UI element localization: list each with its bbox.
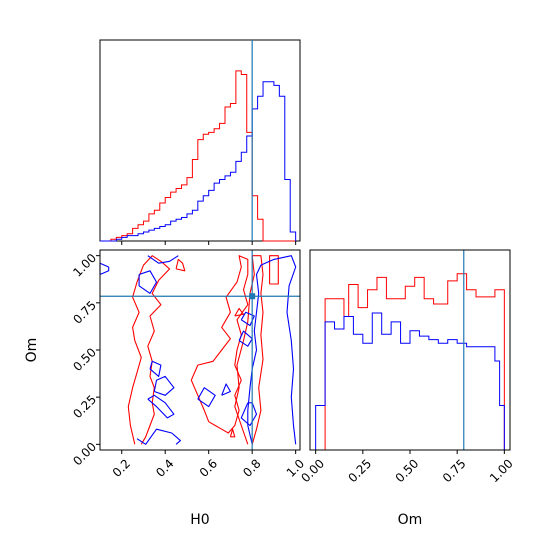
contour-blue [240,402,258,427]
y-tick-label: 0.75 [70,298,99,327]
contour-blue [247,255,297,445]
contour-red [190,255,249,434]
contour-red [229,428,236,438]
om-x-tick-label: 0.25 [345,456,374,485]
joint-x-ticks: 0.2 0.4 0.6 0.8 1.0 [110,450,307,480]
h0-hist-red-series [100,70,296,242]
contour-red [127,255,171,445]
om-xlabel: Om [398,512,423,528]
contour-blue [240,311,255,327]
joint-xlabel: H0 [190,512,209,528]
contour-blue [197,387,216,408]
contour-red [269,255,279,285]
contour-blue [153,375,175,396]
h0-histogram-panel [99,39,301,245]
contour-blue [149,360,162,377]
joint-truth-marker [249,293,256,300]
joint-contours [99,255,297,445]
y-tick-label: 0.00 [70,440,99,469]
y-tick-label: 0.50 [70,345,99,374]
contour-blue [136,428,181,445]
contour-red [234,307,245,317]
joint-ylabel: Om [24,338,40,363]
contour-red [234,255,264,445]
h0-hist-ticks [121,241,297,245]
contour-red [175,258,186,272]
x-tick-label: 0.6 [197,456,220,479]
y-tick-label: 1.00 [70,251,99,280]
contour-blue [138,270,158,294]
om-histogram-frame [309,249,511,451]
om-histogram-panel: 0.00 0.25 0.50 0.75 1.00 Om [298,249,516,528]
om-x-ticks: 0.00 0.25 0.50 0.75 1.00 [298,450,516,485]
joint-y-ticks: 0.00 0.25 0.50 0.75 1.00 [70,251,100,468]
om-x-tick-label: 0.50 [393,456,422,485]
om-hist-blue-series [315,312,505,450]
x-tick-label: 0.8 [240,456,263,479]
x-tick-label: 0.4 [153,456,176,479]
x-tick-label: 0.2 [110,456,133,479]
h0-histogram-series [100,70,297,242]
h0-histogram-frame [99,39,301,242]
contour-blue [147,255,179,264]
om-x-tick-label: 0.75 [440,456,469,485]
contour-blue [221,383,231,396]
om-x-tick-label: 0.00 [298,456,327,485]
contour-blue [99,262,110,276]
h0-hist-blue-series [100,81,297,242]
contour-blue [147,394,175,419]
joint-panel: 0.2 0.4 0.6 0.8 1.0 0.000.250.500.751.00 H0 … [24,249,307,528]
om-hist-red-series [315,273,505,451]
y-tick-label: 0.25 [70,392,99,421]
om-x-tick-label: 1.00 [487,456,516,485]
om-histogram-series [315,273,505,451]
